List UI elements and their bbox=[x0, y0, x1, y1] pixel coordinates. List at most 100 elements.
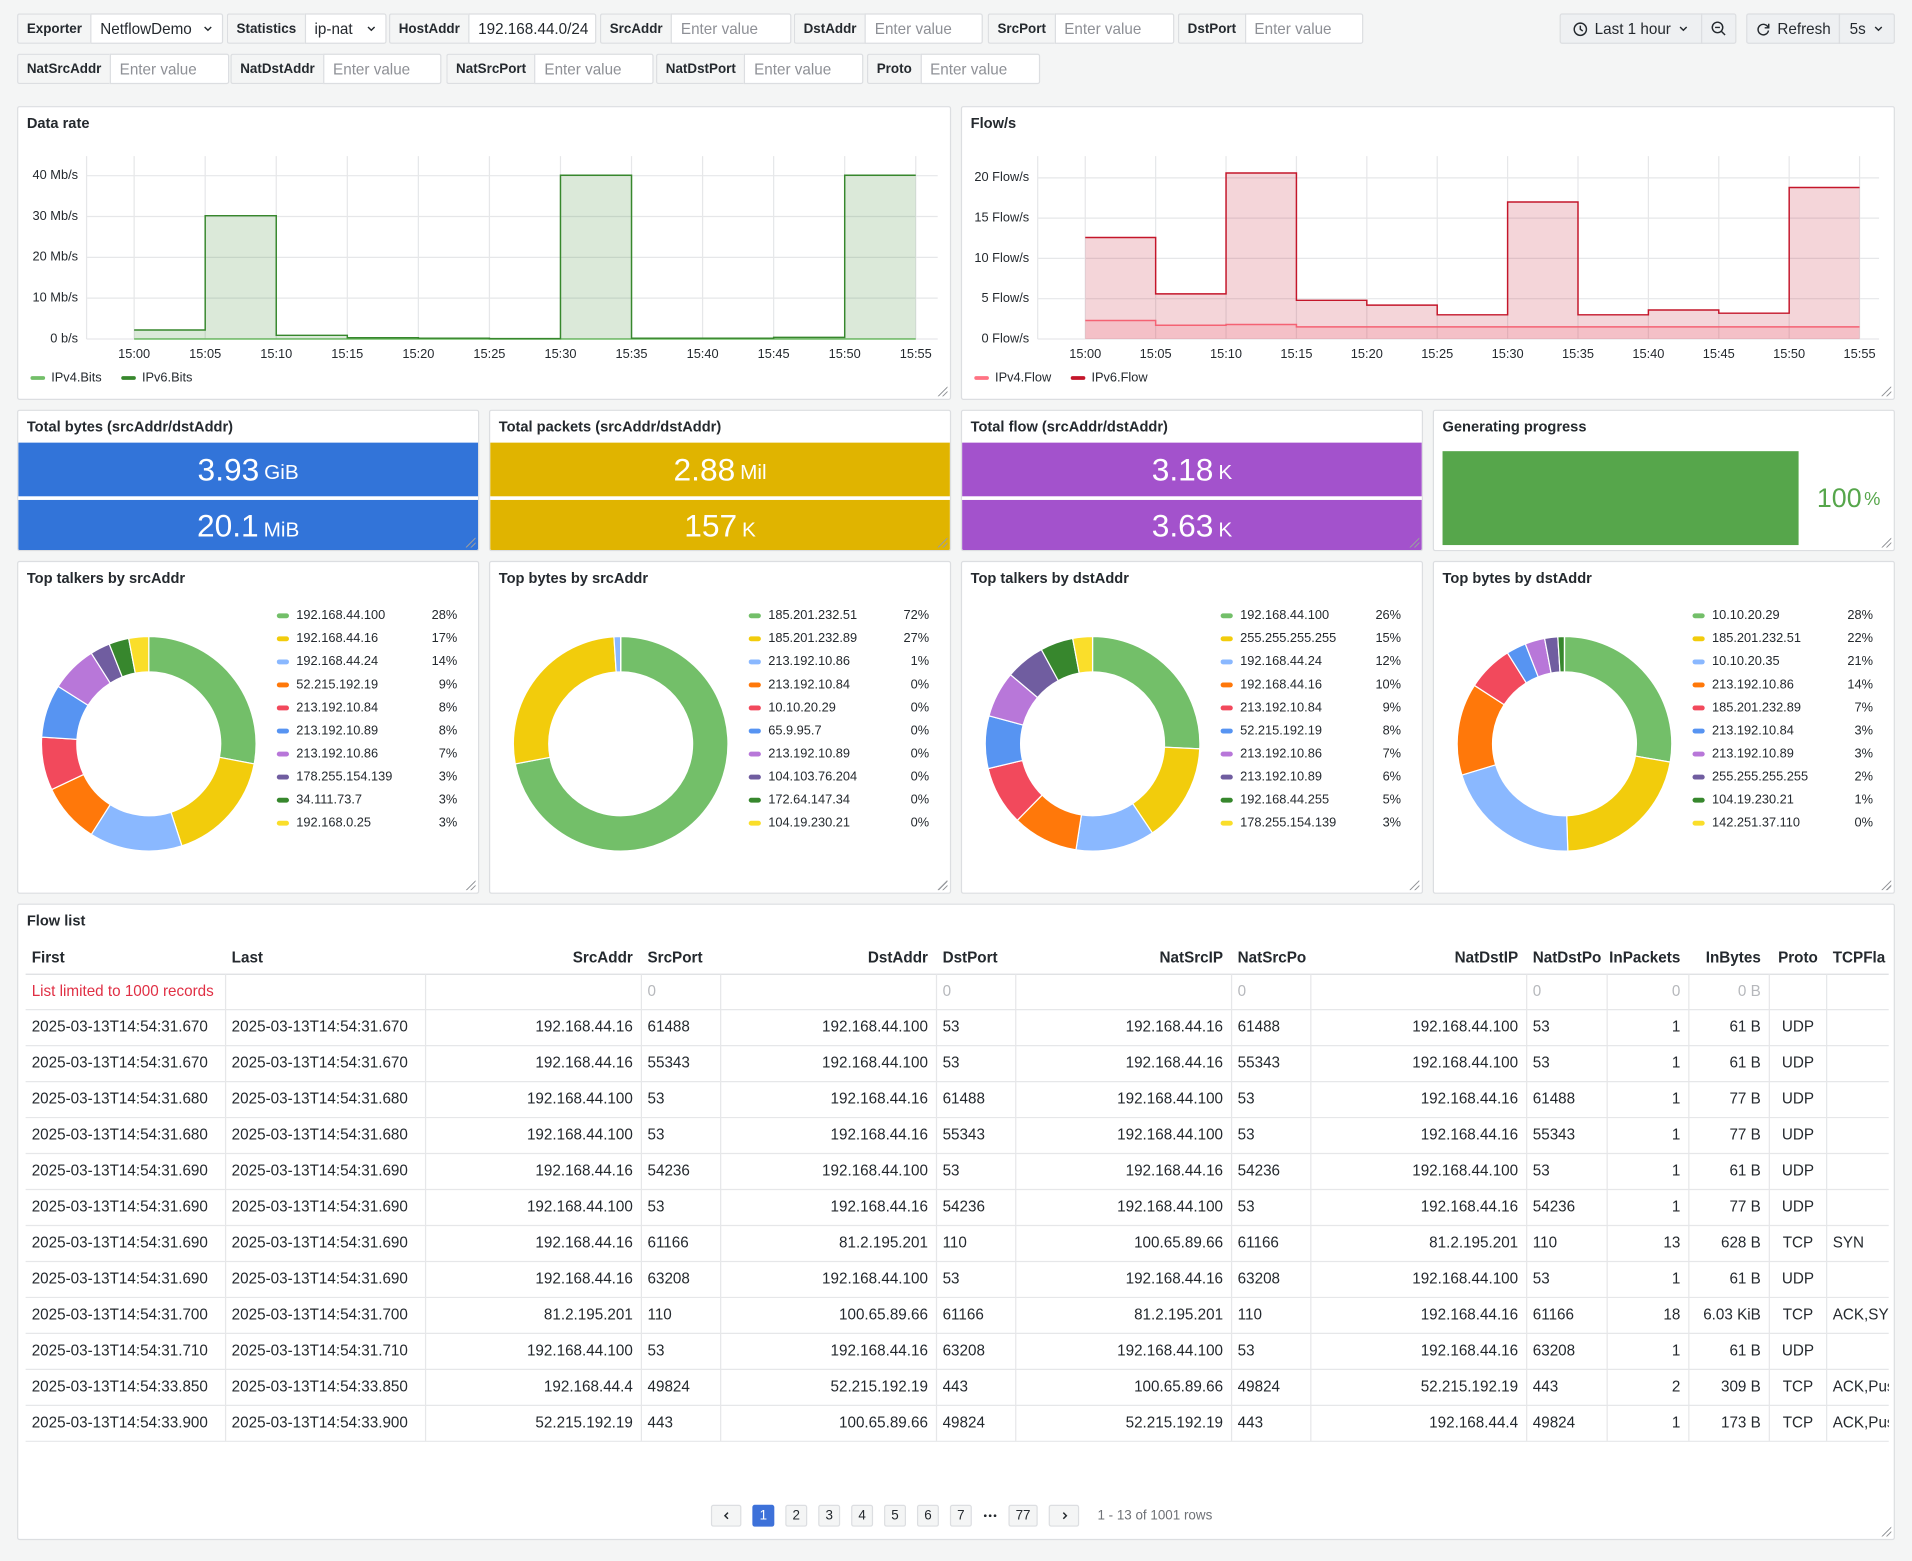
table-cell: 61488 bbox=[1533, 1091, 1575, 1108]
panel-title: Total packets (srcAddr/dstAddr) bbox=[498, 418, 722, 436]
table-cell: 192.168.44.100 bbox=[527, 1342, 633, 1359]
table-cell: 1 bbox=[1672, 1199, 1680, 1216]
stat-unit: Mil bbox=[740, 460, 767, 485]
table-cell: 2025-03-13T14:54:31.690 bbox=[32, 1270, 208, 1287]
refresh-label: Refresh bbox=[1777, 20, 1831, 38]
page-button[interactable]: 7 bbox=[949, 1504, 972, 1527]
stat-value-box: 3.93 GiB bbox=[18, 442, 479, 497]
variable: SrcPort Enter value bbox=[987, 13, 1174, 44]
legend-value: 7% bbox=[1383, 745, 1402, 760]
x-tick-label: 15:00 bbox=[118, 346, 150, 361]
placeholder: Enter value bbox=[544, 60, 622, 78]
legend-swatch bbox=[276, 797, 289, 803]
table-cell: 52.215.192.19 bbox=[831, 1378, 928, 1395]
legend-swatch bbox=[748, 774, 761, 780]
table-cell: 192.168.44.16 bbox=[831, 1199, 928, 1216]
variable-input[interactable]: Enter value bbox=[109, 53, 230, 85]
variable-input[interactable]: Enter value bbox=[1244, 13, 1363, 44]
time-range-picker[interactable]: Last 1 hour bbox=[1559, 13, 1703, 44]
chevron-icon bbox=[1679, 26, 1688, 32]
table-cell: 192.168.44.100 bbox=[1117, 1091, 1223, 1108]
zoom-out-button[interactable] bbox=[1701, 13, 1737, 44]
pie-slice bbox=[1566, 755, 1671, 852]
legend-label: 178.255.154.139 bbox=[1240, 815, 1336, 830]
variable-input[interactable]: Enter value bbox=[1054, 13, 1174, 44]
legend-label: 192.168.44.24 bbox=[296, 653, 378, 668]
table-cell: 192.168.44.16 bbox=[535, 1163, 632, 1180]
x-tick-label: 15:10 bbox=[1210, 346, 1242, 361]
y-tick-label: 20 Mb/s bbox=[33, 249, 79, 264]
legend-label: 192.168.44.100 bbox=[1240, 607, 1329, 622]
page-button[interactable]: 3 bbox=[818, 1504, 841, 1527]
table-cell: TCP bbox=[1783, 1235, 1813, 1252]
variable-input[interactable]: Enter value bbox=[323, 53, 442, 85]
variable-label: NatSrcPort bbox=[446, 53, 535, 85]
stat-value-box: 157 K bbox=[490, 499, 950, 550]
table-cell: 192.168.44.16 bbox=[1421, 1091, 1518, 1108]
variable-input[interactable]: 192.168.44.0/24 bbox=[468, 13, 597, 44]
x-tick-label: 15:30 bbox=[544, 346, 576, 361]
page-button[interactable]: 1 bbox=[752, 1504, 775, 1527]
legend-value: 9% bbox=[1383, 699, 1402, 714]
table-cell: 61 B bbox=[1729, 1342, 1760, 1359]
legend-swatch bbox=[748, 636, 761, 642]
legend-value: 8% bbox=[439, 699, 458, 714]
variable-input[interactable]: Enter value bbox=[744, 53, 864, 85]
variable-select[interactable]: ip-nat bbox=[304, 13, 387, 44]
table-cell: 443 bbox=[1238, 1414, 1263, 1431]
legend-label: 52.215.192.19 bbox=[1240, 722, 1322, 737]
variable-input[interactable]: Enter value bbox=[534, 53, 655, 85]
pie-slice bbox=[1461, 764, 1569, 852]
page-button[interactable]: 77 bbox=[1008, 1504, 1038, 1527]
page-ellipsis bbox=[983, 1512, 998, 1519]
refresh-interval-picker[interactable]: 5s bbox=[1838, 13, 1895, 44]
table-cell: UDP bbox=[1782, 1163, 1814, 1180]
variable: Statistics ip-nat bbox=[226, 13, 387, 44]
page-button[interactable]: 6 bbox=[916, 1504, 939, 1527]
pie-slice bbox=[148, 635, 257, 765]
page-button[interactable]: 4 bbox=[851, 1504, 874, 1527]
table-cell: 81.2.195.201 bbox=[839, 1235, 928, 1252]
x-tick-label: 15:55 bbox=[900, 346, 932, 361]
dot bbox=[993, 1514, 997, 1518]
variable-input[interactable]: Enter value bbox=[671, 13, 792, 44]
table-cell: 61166 bbox=[1238, 1235, 1279, 1252]
table-cell: 192.168.44.16 bbox=[535, 1019, 632, 1036]
legend-swatch bbox=[748, 613, 761, 619]
variable: DstPort Enter value bbox=[1177, 13, 1363, 44]
legend-value: 28% bbox=[432, 607, 458, 622]
legend-value: 27% bbox=[904, 630, 930, 645]
refresh-button[interactable]: Refresh bbox=[1746, 13, 1841, 44]
table-cell: 2025-03-13T14:54:33.900 bbox=[232, 1414, 408, 1431]
legend-swatch bbox=[1220, 659, 1233, 665]
table-cell: 1 bbox=[1672, 1163, 1680, 1180]
previous-page-button[interactable] bbox=[710, 1504, 742, 1527]
variable-select[interactable]: NetflowDemo bbox=[90, 13, 224, 44]
page-button[interactable]: 5 bbox=[884, 1504, 907, 1527]
legend-label: 213.192.10.84 bbox=[768, 676, 850, 691]
legend-swatch bbox=[276, 636, 289, 642]
page-button[interactable]: 2 bbox=[785, 1504, 808, 1527]
y-tick-label: 5 Flow/s bbox=[982, 290, 1030, 305]
variable-input[interactable]: Enter value bbox=[920, 53, 1040, 85]
placeholder: Enter value bbox=[680, 20, 759, 38]
table-cell: 192.168.44.100 bbox=[822, 1163, 928, 1180]
legend-label: 192.168.44.16 bbox=[1240, 676, 1322, 691]
legend-swatch bbox=[1220, 797, 1233, 803]
next-page-button[interactable] bbox=[1048, 1504, 1080, 1527]
legend-swatch bbox=[1220, 751, 1233, 757]
stat-unit: K bbox=[742, 517, 756, 541]
variable-input[interactable]: Enter value bbox=[865, 13, 984, 44]
variable-label: NatDstPort bbox=[656, 53, 745, 85]
pie-panel: Top bytes by srcAddr 185.201.232.51 72% 185… bbox=[488, 560, 952, 894]
table-cell: 52.215.192.19 bbox=[1421, 1378, 1518, 1395]
table-cell: 173 B bbox=[1721, 1414, 1761, 1431]
pie-panel: Top bytes by dstAddr 10.10.20.29 28% 185.20… bbox=[1432, 560, 1895, 894]
x-tick-label: 15:05 bbox=[189, 346, 221, 361]
table-cell: 2025-03-13T14:54:31.690 bbox=[232, 1235, 408, 1252]
variable: NatSrcPort Enter value bbox=[446, 53, 655, 85]
table-cell: 63208 bbox=[647, 1270, 689, 1287]
table-cell: 192.168.44.100 bbox=[822, 1270, 928, 1287]
legend-label: IPv4.Flow bbox=[995, 369, 1052, 384]
legend-value: 22% bbox=[1847, 630, 1873, 645]
